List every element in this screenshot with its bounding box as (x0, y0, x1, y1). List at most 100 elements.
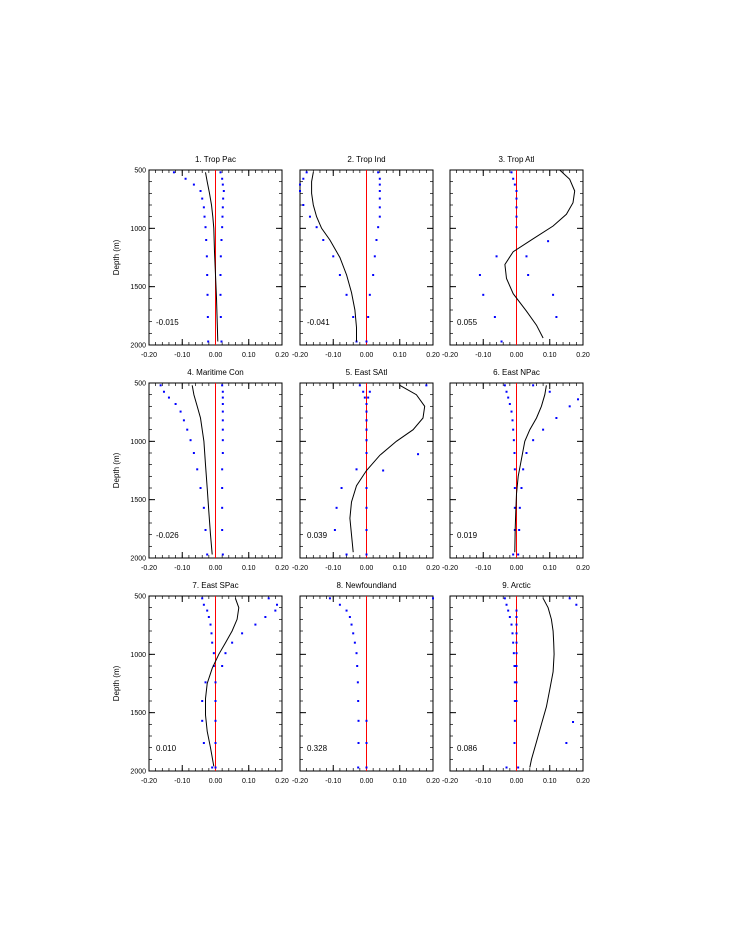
x-tick-label: -0.20 (141, 352, 157, 359)
data-point (515, 190, 518, 192)
x-tick-label: -0.20 (442, 778, 458, 785)
data-point (199, 487, 202, 489)
data-point (518, 529, 521, 531)
data-point (221, 396, 224, 399)
data-point (512, 652, 515, 655)
data-point (512, 177, 515, 180)
data-point (201, 700, 204, 702)
data-point (206, 609, 209, 612)
data-point (378, 197, 381, 200)
data-point (219, 171, 222, 174)
data-point (221, 428, 224, 431)
x-tick-label: 0.20 (576, 565, 590, 572)
panel-title: 5. East SAtl (346, 368, 388, 377)
annotation-value: 0.019 (457, 531, 478, 540)
data-point (515, 215, 518, 218)
x-tick-label: -0.20 (292, 565, 308, 572)
data-point (513, 183, 516, 186)
y-tick-label: 1500 (130, 710, 146, 717)
data-point (515, 681, 518, 684)
data-point (365, 428, 368, 431)
data-point (174, 403, 177, 405)
y-tick-label: 500 (134, 168, 146, 175)
data-point (267, 597, 270, 600)
data-point (505, 603, 508, 606)
data-point (219, 293, 222, 296)
annotation-value: 0.010 (156, 744, 177, 753)
data-point (507, 396, 510, 399)
data-point (221, 529, 224, 531)
data-point (205, 239, 208, 241)
x-tick-label: -0.10 (325, 778, 341, 785)
data-point (206, 316, 209, 318)
data-point (365, 419, 368, 422)
x-tick-label: -0.20 (442, 565, 458, 572)
data-point (221, 226, 224, 229)
data-point (219, 274, 222, 276)
data-point (512, 439, 515, 442)
data-point (357, 766, 360, 769)
data-point (520, 487, 523, 489)
profile-line (191, 385, 213, 555)
x-tick-label: 0.20 (576, 352, 590, 359)
x-tick-label: -0.20 (292, 352, 308, 359)
data-point (365, 742, 368, 744)
data-point (214, 700, 217, 702)
data-point (214, 766, 217, 769)
data-point (518, 506, 521, 509)
data-point (417, 453, 420, 456)
data-point (205, 255, 208, 258)
data-point (221, 390, 224, 393)
data-point (206, 274, 209, 276)
profile-line (529, 598, 555, 768)
x-tick-label: 0.00 (360, 778, 374, 785)
data-point (184, 177, 187, 180)
data-point (348, 616, 351, 618)
data-point (365, 766, 368, 769)
data-point (358, 384, 361, 387)
data-point (365, 719, 368, 722)
panel-8: -0.20 -0.10 0.00 0.10 0.20 8. Newfoundland 0.3… (292, 581, 440, 785)
data-point (362, 390, 365, 393)
data-point (220, 340, 223, 343)
data-point (220, 239, 223, 241)
data-point (515, 616, 518, 618)
data-point (204, 529, 207, 531)
data-point (510, 171, 513, 174)
annotation-value: 0.086 (457, 744, 478, 753)
data-point (207, 616, 210, 618)
data-point (219, 255, 222, 258)
annotation-value: 0.039 (307, 531, 328, 540)
panel-3: -0.20 -0.10 0.00 0.10 0.20 3. Trop Atl 0.055 (442, 155, 590, 359)
y-tick-label: 2000 (130, 556, 146, 563)
data-point (352, 316, 355, 318)
data-point (495, 255, 498, 258)
data-point (355, 468, 358, 471)
data-point (350, 623, 353, 626)
x-tick-label: 0.20 (275, 565, 289, 572)
data-point (513, 506, 516, 509)
data-point (367, 316, 370, 318)
data-point (577, 398, 580, 401)
profile-line (205, 598, 240, 767)
data-point (221, 177, 224, 180)
data-point (365, 529, 368, 531)
x-tick-label: 0.20 (426, 565, 440, 572)
y-tick-label: 2000 (130, 343, 146, 350)
x-tick-label: 0.20 (426, 352, 440, 359)
data-point (532, 384, 535, 387)
data-point (515, 700, 518, 702)
x-tick-label: 0.00 (209, 352, 223, 359)
data-point (338, 603, 341, 606)
data-point (525, 255, 528, 258)
panel-title: 3. Trop Atl (498, 155, 534, 164)
data-point (482, 293, 485, 296)
data-point (299, 183, 301, 186)
y-tick-label: 500 (134, 381, 146, 388)
data-point (201, 197, 204, 200)
data-point (515, 226, 518, 229)
data-point (207, 340, 210, 343)
data-point (547, 240, 550, 243)
data-point (513, 468, 516, 471)
panel-9: -0.20 -0.10 0.00 0.10 0.20 9. Arctic 0.086 (442, 581, 590, 785)
